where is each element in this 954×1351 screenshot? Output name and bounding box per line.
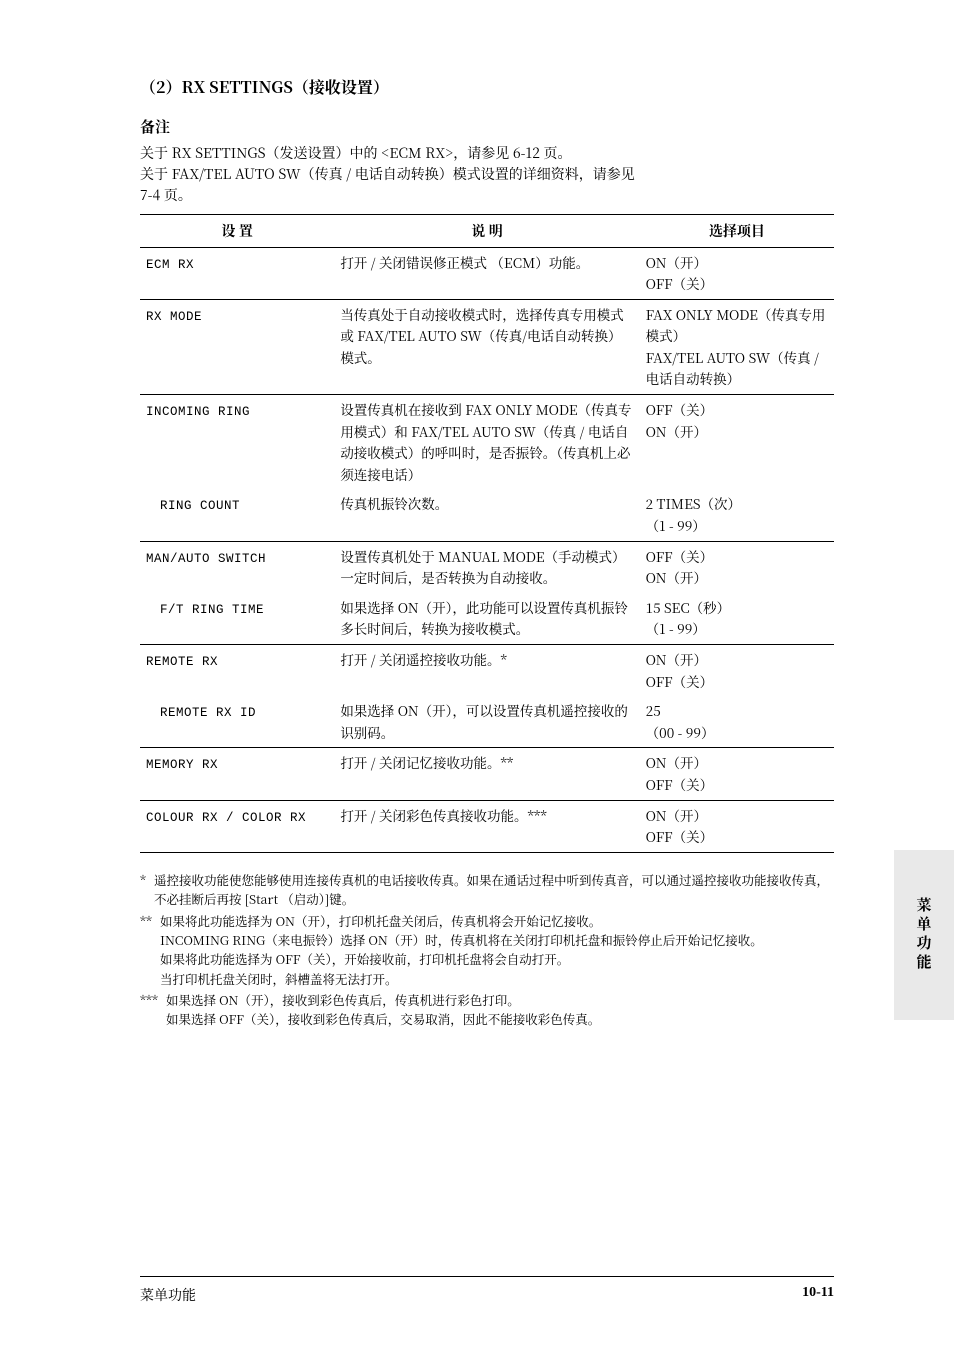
select-cell: 15 SEC（秒）（1 - 99） <box>640 593 834 645</box>
select-cell: FAX ONLY MODE（传真专用模式）FAX/TEL AUTO SW（传真 … <box>640 299 834 394</box>
footnote-2-line3: 如果将此功能选择为 OFF（关），开始接收前，打印机托盘将会自动打开。 <box>160 950 569 968</box>
note-line-fax2: 7-4 页。 <box>140 185 830 206</box>
setting-cell: COLOUR RX / COLOR RX <box>140 800 334 852</box>
desc-cell: 打开 / 关闭彩色传真接收功能。*** <box>334 800 639 852</box>
setting-tag: RX MODE <box>146 310 202 324</box>
header-desc: 说 明 <box>334 214 639 247</box>
setting-cell: MEMORY RX <box>140 748 334 800</box>
select-option: ON（开） <box>646 649 707 669</box>
select-option: FAX ONLY MODE（传真专用模式） <box>646 304 826 346</box>
select-cell: 25（00 - 99） <box>640 696 834 748</box>
desc-cell: 打开 / 关闭记忆接收功能。** <box>334 748 639 800</box>
setting-cell: F/T RING TIME <box>140 593 334 645</box>
select-option: （00 - 99） <box>646 722 715 742</box>
select-cell: ON（开）OFF（关） <box>640 748 834 800</box>
select-option: 15 SEC（秒） <box>646 597 731 617</box>
setting-tag: ECM RX <box>146 258 194 272</box>
footer-text: 菜单功能 <box>140 1285 196 1305</box>
table-row: REMOTE RX打开 / 关闭遥控接收功能。*ON（开）OFF（关） <box>140 645 834 697</box>
select-option: OFF（关） <box>646 399 713 419</box>
footnote-2: ** 如果将此功能选择为 ON（开），打印机托盘关闭后，传真机将会开始记忆接收。… <box>140 912 830 990</box>
page-footer: 菜单功能 10-11 <box>140 1276 834 1305</box>
select-option: 25 <box>646 700 661 720</box>
setting-tag: F/T RING TIME <box>146 603 264 617</box>
setting-cell: MAN/AUTO SWITCH <box>140 541 334 593</box>
footnote-1-text: 遥控接收功能使您能够使用连接传真机的电话接收传真。如果在通话过程中听到传真音，可… <box>154 871 830 910</box>
footnote-2-line4: 当打印机托盘关闭时，斜槽盖将无法打开。 <box>160 970 398 988</box>
footnote-1-marker: * <box>140 871 146 910</box>
setting-tag: MEMORY RX <box>146 758 218 772</box>
footnote-2-line1: 如果将此功能选择为 ON（开），打印机托盘关闭后，传真机将会开始记忆接收。 <box>160 912 601 930</box>
select-option: 2 TIMES（次） <box>646 493 741 513</box>
note-block: 备注 关于 RX SETTINGS（发送设置）中的 <ECM RX>，请参见 6… <box>140 116 830 206</box>
settings-table: 设 置 说 明 选择项目 ECM RX 打开 / 关闭错误修正模式 （ECM）功能… <box>140 214 834 853</box>
footnote-3: *** 如果选择 ON（开），接收到彩色传真后，传真机进行彩色打印。 如果选择 … <box>140 991 830 1030</box>
desc-cell: 当传真处于自动接收模式时，选择传真专用模式或 FAX/TEL AUTO SW（传… <box>334 299 639 394</box>
select-cell: ON（开）OFF（关） <box>640 247 834 299</box>
table-row: MAN/AUTO SWITCH 设置传真机处于 MANUAL MODE（手动模式）… <box>140 541 834 593</box>
side-tab: 菜单功能 <box>894 850 954 1020</box>
table-row: RX MODE 当传真处于自动接收模式时，选择传真专用模式或 FAX/TEL AU… <box>140 299 834 394</box>
desc-cell: 如果选择 ON（开），此功能可以设置传真机振铃多长时间后，转换为接收模式。 <box>334 593 639 645</box>
select-cell: ON（开）OFF（关） <box>640 800 834 852</box>
select-option: OFF（关） <box>646 546 713 566</box>
select-cell: OFF（关）ON（开） <box>640 395 834 490</box>
footnote-1: * 遥控接收功能使您能够使用连接传真机的电话接收传真。如果在通话过程中听到传真音… <box>140 871 830 910</box>
select-option: OFF（关） <box>646 826 713 846</box>
select-option: ON（开） <box>646 252 707 272</box>
footnote-3-line1: 如果选择 ON（开），接收到彩色传真后，传真机进行彩色打印。 <box>166 991 520 1009</box>
footnote-2-line2: INCOMING RING（来电振铃）选择 ON（开）时，传真机将在关闭打印机托… <box>160 931 763 949</box>
section-title: （2）RX SETTINGS（接收设置） <box>140 75 834 98</box>
side-tab-label: 菜单功能 <box>914 897 935 973</box>
select-option: （1 - 99） <box>646 618 706 638</box>
desc-cell: 如果选择 ON（开），可以设置传真机遥控接收的识别码。 <box>334 696 639 748</box>
setting-cell: ECM RX <box>140 247 334 299</box>
select-cell: OFF（关）ON（开） <box>640 541 834 593</box>
table-row: ECM RX打开 / 关闭错误修正模式 （ECM）功能。ON（开）OFF（关） <box>140 247 834 299</box>
setting-tag: REMOTE RX <box>146 655 218 669</box>
setting-cell: REMOTE RX <box>140 645 334 697</box>
desc-cell: 打开 / 关闭错误修正模式 （ECM）功能。 <box>334 247 639 299</box>
select-option: ON（开） <box>646 752 707 772</box>
select-option: （1 - 99） <box>646 515 706 535</box>
footer-page-number: 10-11 <box>802 1285 834 1305</box>
select-option: ON（开） <box>646 421 707 441</box>
select-option: OFF（关） <box>646 671 713 691</box>
footnote-3-line2: 如果选择 OFF（关），接收到彩色传真后，交易取消，因此不能接收彩色传真。 <box>166 1010 600 1028</box>
header-setting: 设 置 <box>140 214 334 247</box>
table-row: INCOMING RING 设置传真机在接收到 FAX ONLY MODE（传真专… <box>140 395 834 490</box>
setting-tag: MAN/AUTO SWITCH <box>146 552 266 566</box>
select-option: OFF（关） <box>646 774 713 794</box>
setting-tag: REMOTE RX ID <box>146 706 256 720</box>
setting-tag: INCOMING RING <box>146 405 250 419</box>
select-option: ON（开） <box>646 567 707 587</box>
footnotes: * 遥控接收功能使您能够使用连接传真机的电话接收传真。如果在通话过程中听到传真音… <box>140 871 830 1030</box>
setting-cell: RX MODE <box>140 299 334 394</box>
footnote-3-marker: *** <box>140 991 158 1030</box>
note-line-fax1: 关于 FAX/TEL AUTO SW（传真 / 电话自动转换）模式设置的详细资料… <box>140 164 830 185</box>
select-cell: ON（开）OFF（关） <box>640 645 834 697</box>
select-option: ON（开） <box>646 805 707 825</box>
desc-cell: 传真机振铃次数。 <box>334 489 639 541</box>
setting-tag: COLOUR RX / COLOR RX <box>146 811 306 825</box>
table-row: MEMORY RX打开 / 关闭记忆接收功能。**ON（开）OFF（关） <box>140 748 834 800</box>
table-row: RING COUNT传真机振铃次数。2 TIMES（次）（1 - 99） <box>140 489 834 541</box>
footnote-2-marker: ** <box>140 912 152 990</box>
select-cell: 2 TIMES（次）（1 - 99） <box>640 489 834 541</box>
setting-cell: INCOMING RING <box>140 395 334 490</box>
desc-cell: 设置传真机处于 MANUAL MODE（手动模式）一定时间后，是否转换为自动接收… <box>334 541 639 593</box>
select-option: FAX/TEL AUTO SW（传真 / 电话自动转换） <box>646 347 819 389</box>
table-row: COLOUR RX / COLOR RX打开 / 关闭彩色传真接收功能。***O… <box>140 800 834 852</box>
note-lead: 备注 <box>140 116 830 139</box>
note-line-ecm: 关于 RX SETTINGS（发送设置）中的 <ECM RX>，请参见 6-12… <box>140 143 830 164</box>
desc-cell: 设置传真机在接收到 FAX ONLY MODE（传真专用模式）和 FAX/TEL… <box>334 395 639 490</box>
setting-cell: REMOTE RX ID <box>140 696 334 748</box>
desc-cell: 打开 / 关闭遥控接收功能。* <box>334 645 639 697</box>
table-row: REMOTE RX ID如果选择 ON（开），可以设置传真机遥控接收的识别码。2… <box>140 696 834 748</box>
select-option: OFF（关） <box>646 273 713 293</box>
setting-cell: RING COUNT <box>140 489 334 541</box>
setting-tag: RING COUNT <box>146 499 240 513</box>
header-select: 选择项目 <box>640 214 834 247</box>
table-row: F/T RING TIME 如果选择 ON（开），此功能可以设置传真机振铃多长时间… <box>140 593 834 645</box>
